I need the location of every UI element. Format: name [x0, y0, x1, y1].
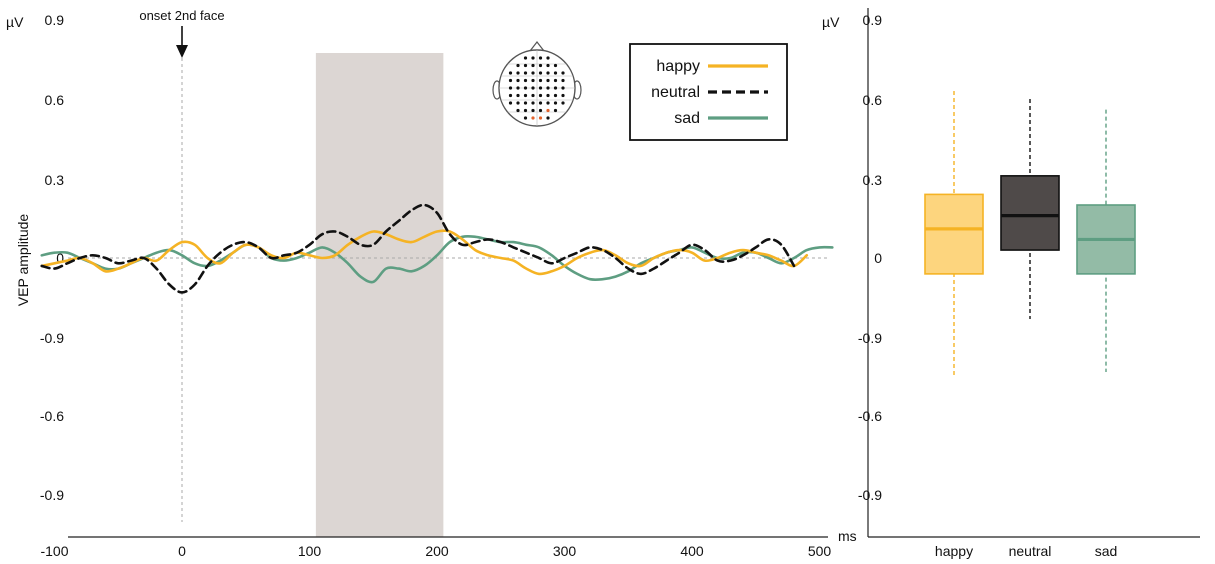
analysis-window-shading — [315, 53, 444, 537]
y-axis-unit-label: µV — [6, 14, 24, 30]
x-tick-label: 100 — [298, 543, 322, 559]
box-sad — [1076, 109, 1136, 372]
y-axis-label: VEP amplitude — [15, 214, 31, 307]
x-tick-labels: -100 0 100 200 300 400 500 — [40, 543, 831, 559]
y-tick-label: -0.6 — [858, 408, 882, 424]
x-axis-unit-label: ms — [838, 528, 857, 544]
legend: happy neutral sad — [629, 43, 788, 141]
y-tick-label: 0 — [56, 250, 64, 266]
category-label-happy: happy — [935, 543, 973, 559]
legend-label-neutral: neutral — [651, 84, 700, 101]
x-tick-label: -100 — [40, 543, 68, 559]
series-line-neutral — [40, 203, 796, 294]
y-tick-label: 0.3 — [863, 172, 883, 188]
reference-lines — [68, 58, 828, 522]
series-line-sad — [40, 234, 834, 284]
y-tick-label: -0.9 — [858, 487, 882, 503]
onset-annotation: onset 2nd face — [139, 8, 225, 58]
y-tick-label: -0.6 — [40, 408, 64, 424]
legend-entry-sad: sad — [674, 110, 768, 127]
category-label-neutral: neutral — [1009, 543, 1052, 559]
y-tick-label: 0 — [874, 250, 882, 266]
category-labels: happy neutral sad — [935, 543, 1117, 559]
x-tick-label: 0 — [178, 543, 186, 559]
series-line-happy — [40, 229, 809, 276]
x-tick-label: 200 — [425, 543, 449, 559]
legend-label-happy: happy — [656, 58, 700, 75]
y-tick-labels: 0.9 0.6 0.3 0 -0.9 -0.6 -0.9 — [40, 12, 64, 503]
eeg-head-montage-icon — [492, 41, 582, 127]
legend-entry-neutral: neutral — [651, 84, 768, 101]
vep-time-course-chart: -100 0 100 200 300 400 500 ms 0.9 0.6 0.3 0 -0.9 -0… — [6, 8, 857, 559]
y-tick-labels: 0.9 0.6 0.3 0 -0.9 -0.6 -0.9 — [858, 12, 882, 503]
iqr-box-happy — [924, 193, 984, 275]
series-lines — [40, 203, 834, 294]
y-tick-label: -0.9 — [40, 487, 64, 503]
box-neutral — [1000, 99, 1060, 319]
y-tick-label: 0.3 — [45, 172, 65, 188]
box-plots — [924, 91, 1136, 378]
x-tick-label: 400 — [680, 543, 704, 559]
x-tick-label: 300 — [553, 543, 577, 559]
down-arrow-icon — [176, 45, 188, 58]
legend-entry-happy: happy — [656, 58, 768, 75]
x-tick-label: 500 — [808, 543, 832, 559]
box-happy — [924, 91, 984, 378]
amplitude-boxplot-chart: µV 0.9 0.6 0.3 0 -0.9 -0.6 -0.9 happy neutral sa… — [822, 8, 1200, 559]
y-tick-label: 0.6 — [863, 92, 883, 108]
legend-label-sad: sad — [674, 110, 700, 127]
iqr-box-neutral — [1000, 175, 1060, 251]
y-tick-label: 0.6 — [45, 92, 65, 108]
onset-label: onset 2nd face — [139, 8, 224, 23]
y-tick-label: -0.9 — [858, 330, 882, 346]
y-tick-label: 0.9 — [863, 12, 883, 28]
y-tick-label: -0.9 — [40, 330, 64, 346]
category-label-sad: sad — [1095, 543, 1118, 559]
y-axis-unit-label: µV — [822, 14, 840, 30]
y-tick-label: 0.9 — [45, 12, 65, 28]
